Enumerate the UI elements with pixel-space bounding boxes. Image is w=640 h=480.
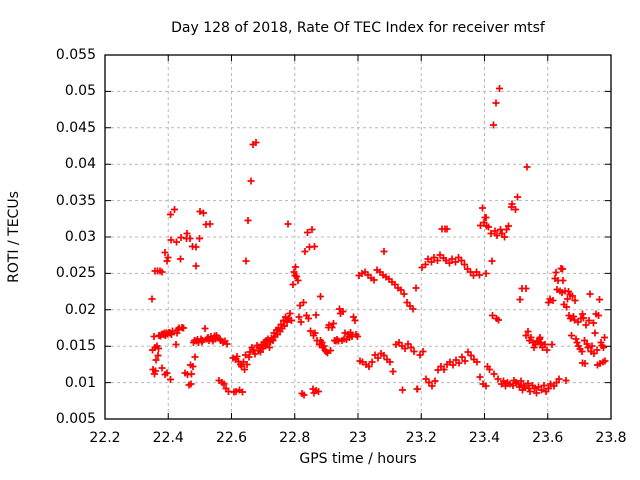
chart-title: Day 128 of 2018, Rate Of TEC Index for r…	[171, 20, 545, 36]
y-tick-label: 0.035	[55, 192, 96, 209]
x-tick-label: 23.6	[532, 430, 564, 446]
x-tick-label: 22.4	[152, 430, 184, 446]
x-tick-label: 23.2	[405, 430, 437, 446]
y-tick-label: 0.03	[64, 229, 96, 245]
x-tick-label: 22.8	[279, 430, 311, 446]
grid-lines	[105, 55, 611, 419]
y-tick-label: 0.04	[64, 156, 96, 173]
x-tick-label: 22.2	[89, 430, 121, 446]
y-tick-label: 0.005	[55, 411, 96, 427]
y-tick-label: 0.055	[55, 47, 96, 63]
y-tick-label: 0.05	[64, 83, 96, 100]
x-axis-label: GPS time / hours	[299, 451, 417, 467]
y-tick-label: 0.015	[55, 338, 96, 355]
y-tick-label: 0.01	[64, 374, 96, 391]
data-points	[148, 85, 609, 399]
plot-frame	[104, 54, 612, 420]
y-tick-label: 0.02	[64, 301, 96, 318]
y-tick-label: 0.025	[55, 265, 96, 282]
x-tick-label: 23	[349, 430, 367, 446]
x-tick-label: 23.8	[595, 430, 627, 446]
x-tick-label: 23.4	[468, 430, 501, 446]
x-tick-label: 22.6	[215, 430, 248, 446]
y-tick-label: 0.045	[55, 119, 96, 136]
